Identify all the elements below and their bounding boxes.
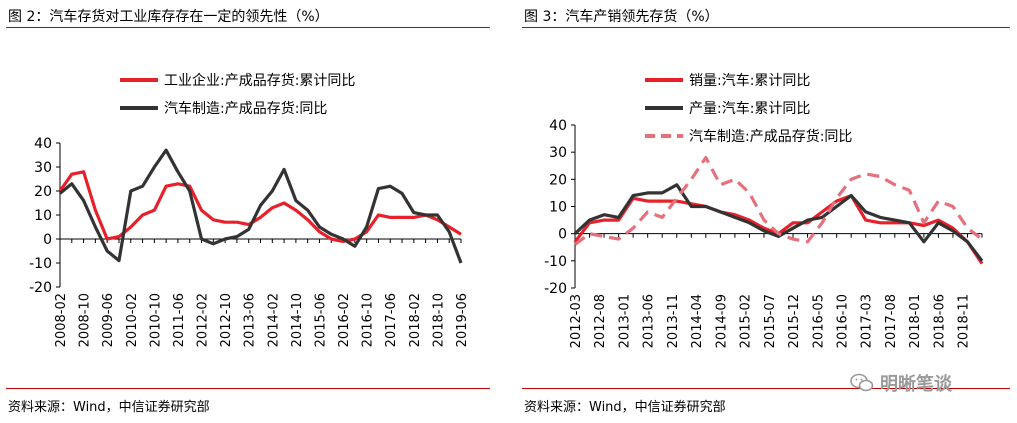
- right-x-tick-label: 2014-09: [714, 294, 729, 348]
- right-y-tick-label: 40: [549, 118, 567, 134]
- left-x-tick-label: 2016-02: [337, 293, 352, 347]
- left-x-tick-label: 2011-06: [172, 293, 187, 347]
- right-series-line-3: [574, 155, 983, 246]
- left-y-tick-label: 20: [34, 184, 52, 200]
- left-source-rule: [6, 388, 490, 389]
- right-x-tick-label: 2018-01: [908, 294, 923, 348]
- right-legend-label-1: 销量:汽车:累计同比: [689, 72, 810, 89]
- right-chart-title: 图 3：汽车产销领先存货（%）: [524, 9, 719, 25]
- right-x-tick-label: 2017-08: [884, 294, 899, 348]
- left-title-rule: [6, 27, 490, 28]
- left-chart-title: 图 2：汽车存货对工业库存存在一定的领先性（%）: [8, 9, 329, 25]
- right-series-line-1: [573, 194, 984, 265]
- right-x-tick-label: 2016-10: [835, 294, 850, 348]
- right-source-rule: [522, 388, 1010, 389]
- left-y-tick-label: 0: [43, 232, 52, 248]
- left-series-line-2: [58, 148, 463, 264]
- left-x-tick-label: 2009-06: [101, 293, 116, 347]
- left-y-tick-label: -10: [29, 256, 52, 272]
- right-y-tick-label: 10: [549, 200, 567, 216]
- right-x-tick-label: 2014-04: [690, 294, 705, 348]
- right-series-line-2: [573, 183, 984, 262]
- left-x-tick-label: 2017-06: [384, 293, 399, 347]
- right-x-tick-label: 2017-03: [860, 294, 875, 348]
- right-x-tick-label: 2018-06: [932, 294, 947, 348]
- right-x-tick-label: 2013-01: [617, 294, 632, 348]
- left-series-line-1: [58, 170, 462, 243]
- left-legend-label-1: 工业企业:产成品存货:累计同比: [164, 72, 355, 89]
- right-y-tick-label: 30: [549, 145, 567, 161]
- right-x-tick-label: 2013-06: [642, 294, 657, 348]
- left-y-tick-label: -20: [29, 280, 52, 296]
- left-source-note: 资料来源：Wind，中信证券研究部: [8, 400, 210, 415]
- left-x-tick-label: 2008-02: [54, 293, 69, 347]
- left-x-tick-label: 2008-10: [78, 293, 93, 347]
- left-y-tick-label: 30: [34, 160, 52, 176]
- left-y-tick-label: 40: [34, 136, 52, 152]
- left-y-tick-label: 10: [34, 208, 52, 224]
- left-x-tick-label: 2018-10: [431, 293, 446, 347]
- left-legend-label-2: 汽车制造:产成品存货:同比: [164, 100, 327, 117]
- watermark: 明晰笔谈: [850, 370, 952, 396]
- right-x-tick-label: 2015-02: [739, 294, 754, 348]
- left-x-tick-label: 2010-02: [125, 293, 140, 347]
- left-x-tick-label: 2010-10: [148, 293, 163, 347]
- right-line-chart: -20 -10 0 10 20 30 40 2012-03 2012-08 2013-01 2013…: [544, 72, 984, 348]
- left-x-tick-label: 2012-02: [196, 293, 211, 347]
- right-y-tick-label: -20: [544, 281, 567, 297]
- right-legend-label-2: 产量:汽车:累计同比: [689, 100, 810, 117]
- watermark-text: 明晰笔谈: [880, 374, 952, 395]
- right-x-tick-label: 2016-05: [811, 294, 826, 348]
- left-x-tick-label: 2014-10: [290, 293, 305, 347]
- right-legend-label-3: 汽车制造:产成品存货:同比: [689, 128, 852, 145]
- right-x-tick-label: 2013-11: [666, 294, 681, 348]
- left-x-tick-label: 2014-02: [266, 293, 281, 347]
- right-x-tick-label: 2012-08: [593, 294, 608, 348]
- left-x-tick-label: 2013-06: [243, 293, 258, 347]
- right-x-tick-label: 2012-03: [569, 294, 584, 348]
- right-x-tick-label: 2015-07: [763, 294, 778, 348]
- right-x-tick-label: 2015-12: [787, 294, 802, 348]
- right-x-tick-label: 2018-11: [957, 294, 972, 348]
- left-x-tick-label: 2018-02: [408, 293, 423, 347]
- left-x-tick-label: 2019-06: [455, 293, 470, 347]
- left-x-tick-label: 2016-10: [361, 293, 376, 347]
- left-line-chart: -20 -10 0 10 20 30 40 2008-02 2008-10 2009-06 2010…: [29, 72, 470, 347]
- right-source-note: 资料来源：Wind，中信证券研究部: [524, 400, 726, 415]
- left-x-tick-label: 2012-10: [219, 293, 234, 347]
- right-y-tick-label: 20: [549, 172, 567, 188]
- wechat-icon: [850, 373, 874, 392]
- left-x-tick-label: 2015-06: [313, 293, 328, 347]
- right-y-tick-label: -10: [544, 254, 567, 270]
- right-title-rule: [522, 27, 1010, 28]
- right-y-tick-label: 0: [558, 227, 567, 243]
